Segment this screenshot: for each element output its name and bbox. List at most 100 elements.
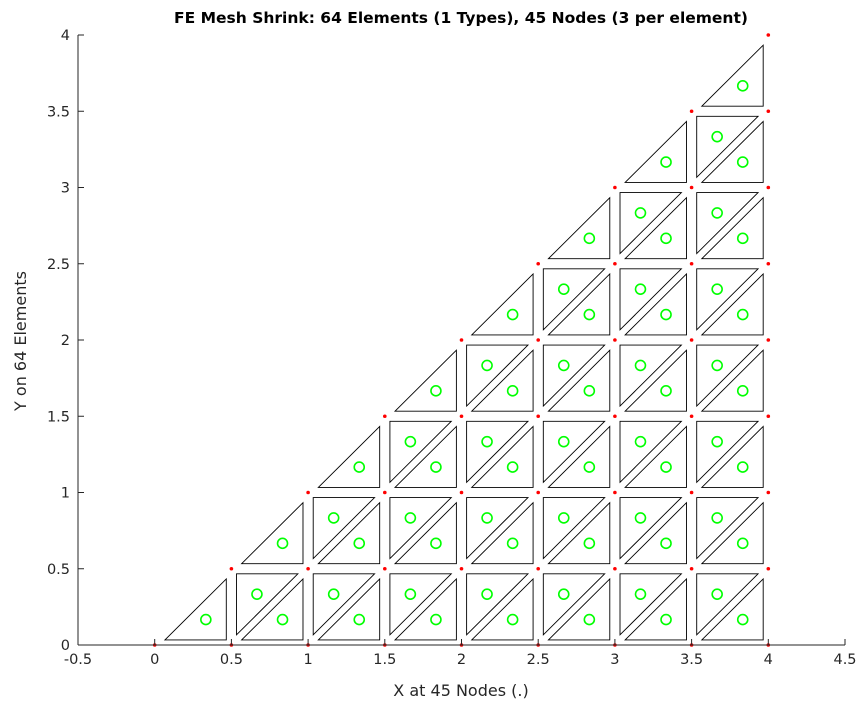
- mesh-node: [766, 33, 771, 37]
- mesh-element: [393, 577, 457, 641]
- element-centroid-marker: [711, 207, 723, 219]
- mesh-node: [383, 566, 387, 571]
- mesh-element: [700, 44, 764, 107]
- element-centroid-marker: [557, 512, 570, 524]
- mesh-element: [700, 425, 764, 488]
- element-centroid-marker: [276, 613, 289, 626]
- mesh-element: [470, 501, 534, 565]
- x-tick-label: 0.5: [220, 652, 243, 668]
- y-tick-label: 0.5: [47, 562, 70, 578]
- mesh-element: [466, 497, 530, 560]
- mesh-element: [696, 192, 760, 255]
- mesh-node: [613, 261, 617, 266]
- mesh-element: [696, 420, 760, 484]
- y-axis-label: Y on 64 Elements: [11, 271, 30, 412]
- mesh-node: [613, 185, 617, 190]
- mesh-node: [459, 566, 464, 571]
- element-centroid-marker: [660, 232, 672, 245]
- mesh-node: [766, 414, 771, 419]
- y-tick-label: 2: [61, 333, 70, 349]
- mesh-node: [383, 490, 387, 495]
- element-centroid-marker: [634, 435, 647, 448]
- nodes-layer: [152, 33, 771, 647]
- mesh-node: [536, 490, 540, 495]
- mesh-element: [312, 497, 376, 560]
- mesh-element: [542, 497, 606, 560]
- mesh-node: [229, 566, 234, 571]
- mesh-node: [766, 566, 771, 571]
- element-centroid-marker: [404, 588, 417, 600]
- element-centroid-marker: [660, 613, 672, 626]
- element-centroid-marker: [583, 461, 596, 473]
- element-centroid-marker: [634, 512, 647, 524]
- element-centroid-marker: [557, 359, 570, 372]
- mesh-element: [700, 272, 764, 336]
- mesh-element: [312, 573, 376, 636]
- mesh-node: [766, 261, 771, 266]
- element-centroid-marker: [736, 385, 749, 397]
- element-centroid-marker: [660, 461, 672, 473]
- mesh-element: [624, 349, 687, 412]
- mesh-element: [696, 573, 760, 636]
- mesh-element: [547, 501, 611, 565]
- x-tick-label: 1: [303, 652, 312, 668]
- element-centroid-marker: [506, 308, 519, 321]
- x-tick-label: 2.5: [527, 652, 550, 668]
- element-centroid-marker: [353, 461, 366, 473]
- mesh-node: [613, 490, 617, 495]
- element-centroid-marker: [506, 461, 519, 473]
- mesh-element: [700, 349, 764, 412]
- element-centroid-marker: [583, 537, 596, 550]
- mesh-node: [306, 566, 310, 571]
- mesh-element: [619, 192, 683, 255]
- mesh-element: [542, 344, 606, 408]
- element-centroid-marker: [583, 232, 596, 245]
- element-centroid-marker: [557, 435, 570, 448]
- mesh-node: [613, 338, 617, 342]
- mesh-element: [624, 272, 687, 336]
- mesh-element: [696, 115, 760, 179]
- element-centroid-marker: [506, 537, 519, 550]
- mesh-element: [700, 501, 764, 565]
- mesh-node: [459, 414, 464, 419]
- mesh-node: [766, 490, 771, 495]
- mesh-element: [470, 577, 534, 641]
- mesh-node: [536, 414, 540, 419]
- element-centroid-marker: [251, 588, 263, 600]
- element-centroid-marker: [353, 537, 366, 550]
- mesh-element: [236, 573, 299, 636]
- y-tick-label: 3.5: [47, 104, 70, 120]
- mesh-node: [536, 261, 540, 266]
- y-tick-label: 0: [61, 638, 70, 654]
- element-centroid-marker: [481, 435, 493, 448]
- element-centroid-marker: [736, 537, 749, 550]
- elements-layer: [163, 44, 764, 641]
- x-tick-label: 4.5: [833, 652, 856, 668]
- mesh-element: [547, 272, 611, 336]
- element-centroid-marker: [430, 461, 442, 473]
- mesh-element: [393, 425, 457, 488]
- element-centroid-marker: [506, 613, 519, 626]
- x-axis-ticks: -0.5 0 0.5 1 1.5 2 2.5 3 3.5 4 4.5: [64, 639, 857, 668]
- mesh-node: [306, 490, 310, 495]
- mesh-element: [619, 268, 683, 331]
- mesh-node: [613, 566, 617, 571]
- mesh-element: [619, 344, 683, 408]
- element-centroid-marker: [506, 385, 519, 397]
- mesh-element: [619, 497, 683, 560]
- mesh-element: [393, 501, 457, 565]
- mesh-element: [547, 349, 611, 412]
- mesh-node: [689, 338, 694, 342]
- mesh-element: [624, 196, 687, 260]
- element-centroid-marker: [660, 537, 672, 550]
- mesh-node: [459, 490, 464, 495]
- element-centroid-marker: [404, 512, 417, 524]
- mesh-element: [542, 268, 606, 331]
- mesh-node: [689, 109, 694, 114]
- mesh-element: [696, 497, 760, 560]
- mesh-element: [470, 425, 534, 488]
- element-centroid-marker: [327, 512, 340, 524]
- mesh-element: [700, 196, 764, 260]
- mesh-node: [766, 338, 771, 342]
- element-centroid-marker: [711, 130, 723, 143]
